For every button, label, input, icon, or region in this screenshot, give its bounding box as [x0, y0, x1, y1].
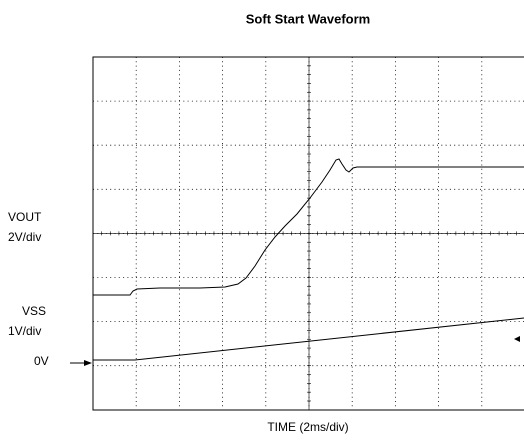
- trigger-marker: [514, 336, 520, 342]
- vss-trace: [93, 317, 524, 361]
- vss-scale: 1V/div: [8, 324, 41, 338]
- vout-label: VOUT: [8, 210, 42, 224]
- vout-trace: [93, 158, 524, 296]
- zero-arrowhead: [84, 360, 92, 366]
- frame: [92, 56, 524, 411]
- time-label: TIME (2ms/div): [267, 420, 348, 434]
- vss-label: VSS: [22, 304, 46, 318]
- title: Soft Start Waveform: [246, 11, 370, 26]
- zero-label: 0V: [34, 354, 49, 368]
- grid: [92, 56, 524, 411]
- vout-scale: 2V/div: [8, 230, 41, 244]
